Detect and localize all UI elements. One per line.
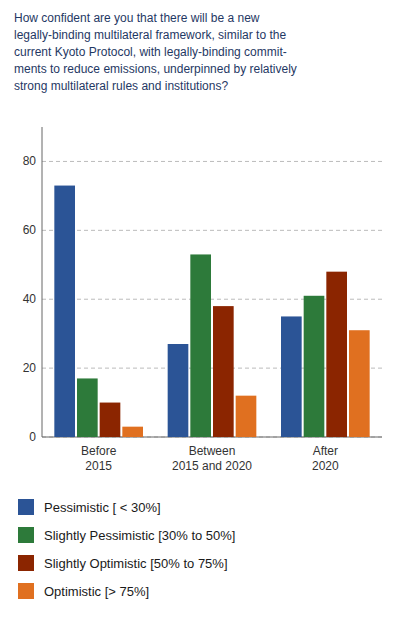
y-tick-label: 20: [23, 361, 37, 375]
y-axis-line: [42, 127, 43, 437]
chart: How confident are you that there will be…: [0, 0, 395, 639]
x-tick-label: Before2015: [81, 444, 117, 473]
x-axis: Before2015 Between2015 and 2020 After2020: [81, 444, 339, 473]
legend-swatch: [18, 527, 34, 543]
legend-swatch: [18, 583, 34, 599]
bar: [100, 403, 121, 437]
x-tick-label: After2020: [312, 444, 339, 473]
bar: [304, 296, 325, 437]
y-tick-label: 40: [23, 292, 37, 306]
legend-label: Slightly Optimistic [50% to 75%]: [44, 556, 228, 571]
bars: [54, 186, 369, 437]
title: How confident are you that there will be…: [14, 11, 297, 93]
x-tick-label: Between2015 and 2020: [172, 444, 252, 473]
legend-label: Optimistic [> 75%]: [44, 584, 149, 599]
legend-label: Pessimistic [ < 30%]: [44, 500, 161, 515]
bar: [77, 378, 98, 437]
legend-swatch: [18, 499, 34, 515]
bar: [281, 316, 302, 437]
y-tick-label: 60: [23, 223, 37, 237]
grid-line: [42, 161, 382, 162]
bar: [236, 396, 257, 437]
legend: Pessimistic [ < 30%] Slightly Pessimistic…: [18, 499, 235, 599]
bar: [326, 272, 347, 437]
bar: [213, 306, 234, 437]
bar: [190, 254, 211, 437]
y-tick-label: 0: [29, 430, 36, 444]
grid-line: [42, 230, 382, 231]
y-tick-label: 80: [23, 154, 37, 168]
bar: [122, 427, 143, 437]
bar: [168, 344, 189, 437]
bar: [349, 330, 370, 437]
bar: [54, 186, 75, 437]
legend-swatch: [18, 555, 34, 571]
y-axis: 0 20 40 60 80: [23, 127, 382, 444]
legend-label: Slightly Pessimistic [30% to 50%]: [44, 528, 235, 543]
